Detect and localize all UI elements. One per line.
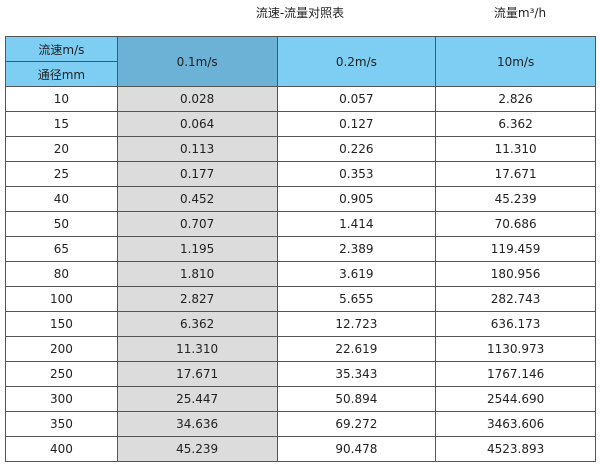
flow-cell: 2.827	[116, 286, 278, 312]
flow-cell: 1130.973	[435, 336, 596, 362]
diameter-cell: 100	[5, 286, 118, 312]
diameter-cell: 250	[5, 361, 118, 387]
table-row: 50 0.707 1.414 70.686	[5, 211, 596, 237]
flow-cell: 3463.606	[435, 411, 596, 437]
flow-cell: 119.459	[435, 236, 596, 262]
column-header: 10m/s	[435, 36, 596, 87]
table-row: 100 2.827 5.655 282.743	[5, 286, 596, 312]
column-header: 0.2m/s	[276, 36, 437, 87]
flow-cell: 11.310	[116, 336, 278, 362]
table-row: 80 1.810 3.619 180.956	[5, 261, 596, 287]
diameter-cell: 25	[5, 161, 118, 187]
flow-cell: 11.310	[435, 136, 596, 162]
flow-cell: 6.362	[435, 111, 596, 137]
flow-cell: 4523.893	[435, 436, 596, 462]
table-row: 250 17.671 35.343 1767.146	[5, 361, 596, 387]
flow-cell: 282.743	[435, 286, 596, 312]
flow-cell: 3.619	[276, 261, 437, 287]
table-row: 400 45.239 90.478 4523.893	[5, 436, 596, 462]
flow-cell: 0.707	[116, 211, 278, 237]
header-row: 通径mm	[5, 61, 596, 87]
flow-cell: 70.686	[435, 211, 596, 237]
table-row: 25 0.177 0.353 17.671	[5, 161, 596, 187]
table-row: 40 0.452 0.905 45.239	[5, 186, 596, 212]
flow-table: 流速m/s 0.1m/s 0.2m/s 10m/s 通径mm 10 0.028 0.…	[5, 36, 596, 462]
diameter-cell: 350	[5, 411, 118, 437]
flow-cell: 34.636	[116, 411, 278, 437]
flow-cell: 69.272	[276, 411, 437, 437]
flow-cell: 636.173	[435, 311, 596, 337]
flow-cell: 22.619	[276, 336, 437, 362]
flow-cell: 5.655	[276, 286, 437, 312]
table-row: 150 6.362 12.723 636.173	[5, 311, 596, 337]
velocity-header: 流速m/s	[5, 36, 118, 62]
diameter-cell: 20	[5, 136, 118, 162]
diameter-cell: 15	[5, 111, 118, 137]
flow-cell: 12.723	[276, 311, 437, 337]
flow-cell: 45.239	[435, 186, 596, 212]
diameter-cell: 200	[5, 336, 118, 362]
diameter-cell: 150	[5, 311, 118, 337]
flow-cell: 45.239	[116, 436, 278, 462]
flow-cell: 0.113	[116, 136, 278, 162]
table-title: 流速-流量对照表	[255, 6, 345, 20]
table-row: 65 1.195 2.389 119.459	[5, 236, 596, 262]
flow-cell: 0.353	[276, 161, 437, 187]
table-row: 20 0.113 0.226 11.310	[5, 136, 596, 162]
flow-cell: 17.671	[435, 161, 596, 187]
diameter-cell: 40	[5, 186, 118, 212]
flow-cell: 0.177	[116, 161, 278, 187]
diameter-cell: 10	[5, 86, 118, 112]
diameter-cell: 80	[5, 261, 118, 287]
flow-cell: 1.414	[276, 211, 437, 237]
flow-cell: 6.362	[116, 311, 278, 337]
flow-cell: 25.447	[116, 386, 278, 412]
diameter-header: 通径mm	[5, 61, 118, 87]
flow-cell: 2.389	[276, 236, 437, 262]
flow-cell: 1.195	[116, 236, 278, 262]
table-row: 300 25.447 50.894 2544.690	[5, 386, 596, 412]
table-row: 10 0.028 0.057 2.826	[5, 86, 596, 112]
flow-cell: 2.826	[435, 86, 596, 112]
table-row: 15 0.064 0.127 6.362	[5, 111, 596, 137]
flow-cell: 35.343	[276, 361, 437, 387]
flow-cell: 180.956	[435, 261, 596, 287]
flow-cell: 90.478	[276, 436, 437, 462]
flow-cell: 1767.146	[435, 361, 596, 387]
diameter-cell: 65	[5, 236, 118, 262]
table-row: 200 11.310 22.619 1130.973	[5, 336, 596, 362]
column-header: 0.1m/s	[116, 36, 278, 87]
table-row: 350 34.636 69.272 3463.606	[5, 411, 596, 437]
flow-cell: 17.671	[116, 361, 278, 387]
flow-cell: 0.057	[276, 86, 437, 112]
flow-cell: 0.452	[116, 186, 278, 212]
flow-cell: 0.064	[116, 111, 278, 137]
diameter-cell: 400	[5, 436, 118, 462]
flow-cell: 2544.690	[435, 386, 596, 412]
flow-cell: 0.226	[276, 136, 437, 162]
diameter-cell: 50	[5, 211, 118, 237]
diameter-cell: 300	[5, 386, 118, 412]
flow-cell: 1.810	[116, 261, 278, 287]
header-row: 流速m/s 0.1m/s 0.2m/s 10m/s	[5, 36, 596, 87]
flow-cell: 0.905	[276, 186, 437, 212]
flow-cell: 0.127	[276, 111, 437, 137]
flow-cell: 50.894	[276, 386, 437, 412]
unit-label: 流量m³/h	[493, 6, 547, 20]
flow-cell: 0.028	[116, 86, 278, 112]
